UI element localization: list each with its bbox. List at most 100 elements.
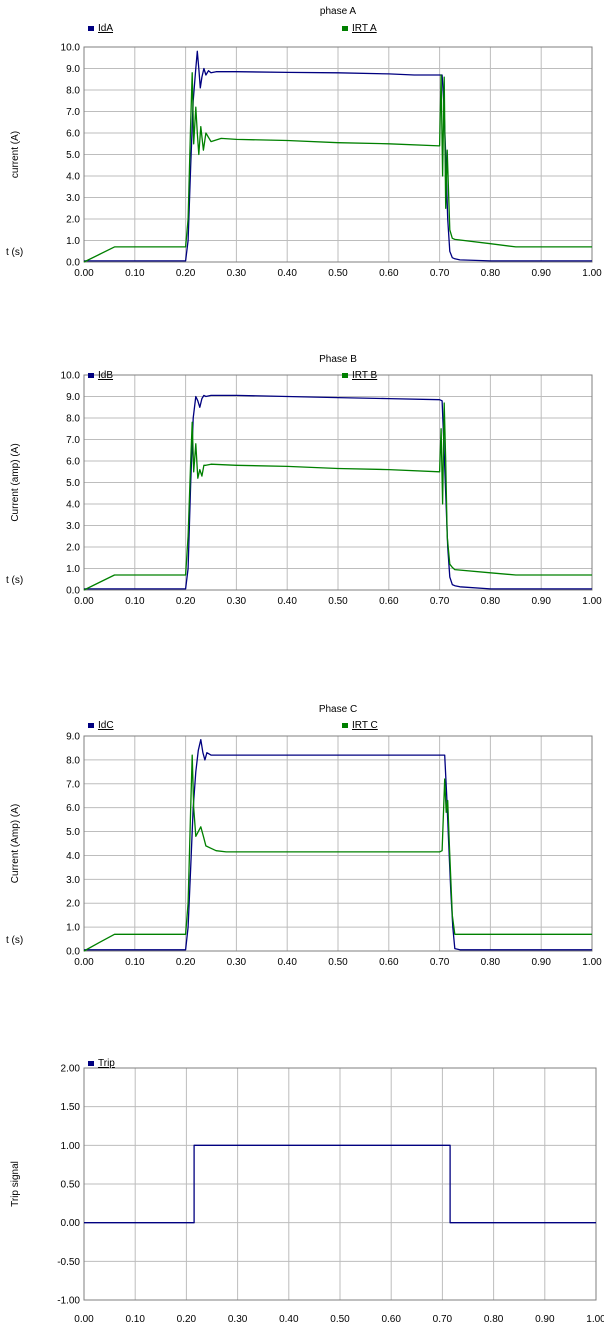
x-tick-label: 0.40	[279, 1314, 299, 1325]
y-tick-label: 3.0	[66, 875, 80, 886]
plot-frame	[83, 374, 593, 591]
plot-frame	[83, 1067, 597, 1301]
y-tick-label: 2.0	[66, 215, 80, 226]
x-tick-label: 0.30	[227, 268, 247, 279]
y-tick-label: 6.0	[66, 457, 80, 468]
y-tick-label: 7.0	[66, 779, 80, 790]
x-tick-label: 0.00	[74, 268, 94, 279]
x-tick-label: 0.20	[176, 957, 196, 968]
x-tick-label: 0.90	[531, 268, 551, 279]
x-axis-label: t (s)	[6, 575, 23, 586]
y-tick-label: 0.0	[66, 258, 80, 269]
chart-1: phase A 0.00 0.10 0.20 0.30 0.40 0.50 0.60 0.70 0…	[6, 6, 602, 279]
legend-swatch	[88, 723, 94, 728]
x-tick-label: 0.90	[531, 596, 551, 607]
legend-label[interactable]: IdC	[98, 720, 114, 731]
x-tick-label: 0.60	[379, 596, 399, 607]
x-tick-label: 0.20	[176, 596, 196, 607]
legend-label[interactable]: IRT B	[352, 370, 378, 381]
y-tick-label: -0.50	[57, 1257, 80, 1268]
x-tick-label: 0.20	[176, 268, 196, 279]
legend-swatch	[88, 26, 94, 31]
y-tick-label: 5.0	[66, 827, 80, 838]
x-tick-label: 0.80	[481, 957, 501, 968]
y-tick-label: 0.0	[66, 586, 80, 597]
x-axis-label: t (s)	[6, 935, 23, 946]
y-tick-label: 5.0	[66, 478, 80, 489]
legend-swatch	[342, 373, 348, 378]
x-tick-label: 0.80	[484, 1314, 504, 1325]
y-tick-label: 2.0	[66, 543, 80, 554]
y-tick-label: 3.0	[66, 521, 80, 532]
y-tick-label: 9.0	[66, 64, 80, 75]
y-axis-label: Trip signal	[10, 1161, 21, 1207]
x-tick-label: 0.40	[277, 268, 297, 279]
x-tick-label: 0.70	[430, 596, 450, 607]
x-tick-label: 0.40	[277, 596, 297, 607]
x-tick-label: 0.90	[531, 957, 551, 968]
x-tick-label: 1.00	[582, 596, 602, 607]
y-tick-label: 2.0	[66, 899, 80, 910]
y-tick-label: 1.0	[66, 923, 80, 934]
y-axis-label: current (A)	[10, 131, 21, 178]
x-tick-label: 0.80	[481, 596, 501, 607]
chart-title: Phase C	[319, 704, 357, 715]
y-tick-label: 1.00	[61, 1141, 81, 1152]
series-line-idb	[84, 394, 592, 590]
series-line-irt-c	[83, 754, 592, 952]
x-tick-label: 0.70	[430, 957, 450, 968]
legend-label[interactable]: IRT A	[352, 23, 377, 34]
y-tick-label: 6.0	[66, 803, 80, 814]
series-line-ida	[84, 50, 592, 262]
y-tick-label: -1.00	[57, 1296, 80, 1307]
x-axis-label: t (s)	[6, 247, 23, 258]
y-tick-label: 7.0	[66, 435, 80, 446]
chart-2: Phase B 0.00 0.10 0.20 0.30 0.40 0.50 0.60 0.70 0…	[6, 354, 602, 607]
x-tick-label: 0.80	[481, 268, 501, 279]
y-tick-label: 0.00	[61, 1218, 81, 1229]
x-tick-label: 0.00	[74, 957, 94, 968]
y-tick-label: 9.0	[66, 392, 80, 403]
x-tick-label: 0.20	[177, 1314, 197, 1325]
x-tick-label: 0.30	[227, 957, 247, 968]
legend-label[interactable]: IdB	[98, 370, 113, 381]
x-tick-label: 0.10	[125, 957, 145, 968]
y-tick-label: 7.0	[66, 107, 80, 118]
x-tick-label: 1.00	[582, 957, 602, 968]
y-tick-label: 1.0	[66, 236, 80, 247]
y-tick-label: 1.0	[66, 564, 80, 575]
x-tick-label: 0.10	[125, 1314, 145, 1325]
y-tick-label: 1.50	[61, 1102, 81, 1113]
legend-swatch	[88, 1061, 94, 1066]
y-tick-label: 0.50	[61, 1180, 81, 1191]
x-tick-label: 1.00	[582, 268, 602, 279]
chart-3: Phase C 0.00 0.10 0.20 0.30 0.40 0.50 0.60 0.70 0…	[6, 704, 602, 968]
legend-label[interactable]: IRT C	[352, 720, 378, 731]
x-tick-label: 0.30	[227, 596, 247, 607]
x-tick-label: 0.60	[379, 268, 399, 279]
y-tick-label: 10.0	[61, 43, 81, 54]
x-tick-label: 0.50	[328, 957, 348, 968]
y-tick-label: 4.0	[66, 172, 80, 183]
y-tick-label: 3.0	[66, 193, 80, 204]
y-tick-label: 4.0	[66, 500, 80, 511]
x-tick-label: 0.10	[125, 268, 145, 279]
x-tick-label: 0.00	[74, 1314, 94, 1325]
y-tick-label: 8.0	[66, 755, 80, 766]
y-tick-label: 9.0	[66, 732, 80, 743]
x-tick-label: 0.10	[125, 596, 145, 607]
x-tick-label: 0.50	[330, 1314, 350, 1325]
x-tick-label: 0.90	[535, 1314, 555, 1325]
legend-label[interactable]: IdA	[98, 23, 113, 34]
y-axis-label: Current (Amp) (A)	[10, 804, 21, 883]
chart-title: phase A	[320, 6, 356, 17]
legend-label[interactable]: Trip	[98, 1058, 115, 1069]
plot-frame	[83, 735, 593, 952]
x-tick-label: 0.70	[430, 268, 450, 279]
y-tick-label: 5.0	[66, 150, 80, 161]
x-tick-label: 1.00	[586, 1314, 604, 1325]
y-axis-label: Current (amp) (A)	[10, 443, 21, 521]
chart-4: 0.00 0.10 0.20 0.30 0.40 0.50 0.60 0.70 0.80 0.90…	[10, 1058, 604, 1325]
y-tick-label: 6.0	[66, 129, 80, 140]
